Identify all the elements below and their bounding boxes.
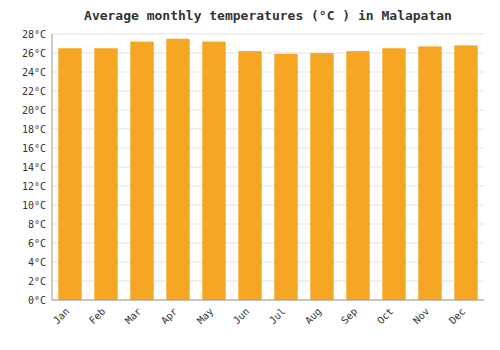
bar: [346, 51, 369, 300]
bar: [238, 51, 261, 300]
bar: [166, 39, 189, 300]
x-tick-label: Sep: [339, 306, 360, 327]
grid: [52, 34, 484, 300]
y-tick-label: 0°C: [28, 295, 46, 306]
x-tick-label: Jan: [51, 306, 72, 327]
x-tick-label: Jul: [267, 306, 288, 327]
bar: [382, 48, 405, 300]
bar: [274, 54, 297, 300]
y-tick-label: 12°C: [22, 181, 46, 192]
y-tick-label: 24°C: [22, 67, 46, 78]
y-tick-label: 18°C: [22, 124, 46, 135]
y-tick-label: 26°C: [22, 48, 46, 59]
y-tick-label: 28°C: [22, 29, 46, 40]
y-tick-label: 4°C: [28, 257, 46, 268]
y-tick-label: 10°C: [22, 200, 46, 211]
x-tick-label: Jun: [231, 306, 252, 327]
grid-line: [52, 34, 484, 35]
x-tick-label: Dec: [447, 306, 468, 327]
chart-root: Average monthly temperatures (°C ) in Ma…: [0, 0, 500, 350]
bar: [130, 42, 153, 300]
x-tick-label: Nov: [411, 306, 432, 327]
y-tick-label: 20°C: [22, 105, 46, 116]
x-tick-label: Feb: [87, 306, 108, 327]
bar: [94, 48, 117, 300]
y-tick-label: 14°C: [22, 162, 46, 173]
y-tick-label: 22°C: [22, 86, 46, 97]
bar: [310, 53, 333, 300]
y-tick-label: 8°C: [28, 219, 46, 230]
x-axis-line: [52, 300, 484, 301]
bars: [58, 39, 477, 300]
y-tick-label: 2°C: [28, 276, 46, 287]
y-tick-label: 16°C: [22, 143, 46, 154]
x-tick-label: Aug: [303, 306, 324, 327]
bar: [454, 45, 477, 300]
chart: Average monthly temperatures (°C ) in Ma…: [0, 0, 500, 350]
y-tick-label: 6°C: [28, 238, 46, 249]
bar: [58, 48, 81, 300]
x-tick-label: Apr: [159, 306, 180, 327]
x-tick-label: Oct: [375, 306, 396, 327]
title: Average monthly temperatures (°C ) in Ma…: [84, 8, 452, 23]
x-tick-label: May: [195, 306, 216, 327]
x-tick-label: Mar: [123, 306, 144, 327]
bar: [418, 46, 441, 300]
bar: [202, 42, 225, 300]
grid-line: [52, 300, 484, 301]
y-axis-line: [52, 34, 53, 300]
